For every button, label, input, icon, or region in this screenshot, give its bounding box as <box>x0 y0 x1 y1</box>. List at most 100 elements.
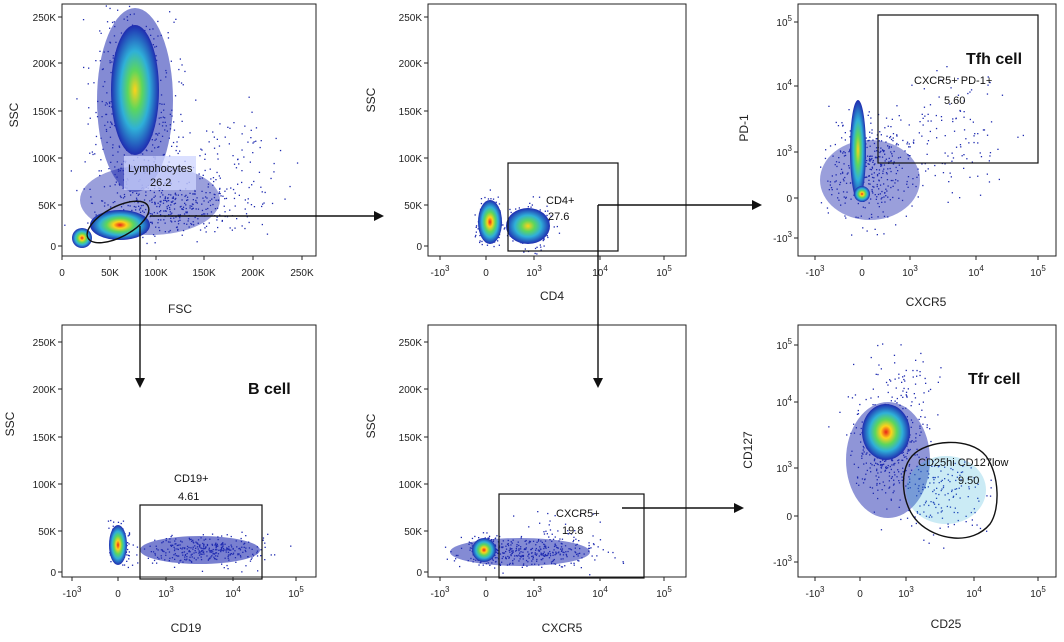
event-dot <box>979 194 982 196</box>
event-dot <box>905 394 907 396</box>
event-dot <box>965 138 967 140</box>
event-dot <box>876 138 878 140</box>
event-dot <box>919 121 921 123</box>
event-dot <box>864 207 866 209</box>
event-dot <box>216 138 218 140</box>
event-dot <box>83 66 85 69</box>
event-dot <box>550 215 552 217</box>
y-tick-label: -103 <box>773 554 792 569</box>
event-dot <box>843 180 845 182</box>
event-dot <box>89 117 91 119</box>
event-dot <box>940 470 942 472</box>
event-dot <box>904 150 906 152</box>
event-dot <box>234 227 236 229</box>
event-dot <box>891 155 893 157</box>
y-tick-label: 100K <box>33 154 57 165</box>
event-dot <box>941 119 943 121</box>
event-dot <box>836 165 838 168</box>
event-dot <box>123 193 126 196</box>
event-dot <box>884 201 886 203</box>
event-dot <box>588 547 591 550</box>
event-dot <box>890 146 892 148</box>
event-dot <box>170 204 172 206</box>
event-dot <box>173 129 176 131</box>
x-tick-label: -103 <box>431 264 450 279</box>
event-dot <box>173 121 175 123</box>
event-dot <box>886 173 888 175</box>
event-dot <box>971 524 973 526</box>
event-dot <box>929 428 931 430</box>
event-dot <box>933 502 935 504</box>
event-dot <box>870 213 873 216</box>
event-dot <box>230 535 232 538</box>
event-dot <box>871 155 873 157</box>
event-dot <box>837 125 840 127</box>
event-dot <box>935 506 937 509</box>
event-dot <box>248 96 250 98</box>
event-dot <box>536 246 538 248</box>
event-dot <box>918 418 920 421</box>
event-dot <box>872 139 874 141</box>
event-dot <box>128 532 131 534</box>
event-dot <box>882 170 884 172</box>
event-dot <box>256 555 259 557</box>
event-dot <box>967 496 969 498</box>
event-dot <box>478 564 480 566</box>
event-dot <box>831 175 833 177</box>
event-dot <box>837 197 839 199</box>
event-dot <box>957 512 959 514</box>
event-dot <box>860 215 862 217</box>
event-dot <box>207 186 209 188</box>
event-dot <box>117 521 120 523</box>
event-dot <box>205 231 207 233</box>
event-dot <box>848 109 850 111</box>
event-dot <box>153 196 155 198</box>
event-dot <box>927 168 929 170</box>
event-dot <box>950 176 952 178</box>
event-dot <box>844 215 846 217</box>
event-dot <box>935 127 938 130</box>
event-dot <box>82 19 85 21</box>
event-dot <box>171 221 173 223</box>
event-dot <box>923 511 925 513</box>
event-dot <box>911 84 913 86</box>
event-dot <box>128 543 130 545</box>
event-dot <box>509 208 511 211</box>
event-dot <box>270 177 272 180</box>
event-dot <box>213 193 215 195</box>
event-dot <box>160 210 162 212</box>
event-dot <box>241 170 243 172</box>
event-dot <box>189 192 191 194</box>
event-dot <box>189 132 191 134</box>
event-dot <box>547 236 549 239</box>
event-dot <box>872 192 874 194</box>
event-dot <box>869 145 871 147</box>
event-dot <box>872 159 874 162</box>
event-dot <box>549 529 552 531</box>
event-dot <box>872 388 874 390</box>
event-dot <box>446 558 448 560</box>
event-dot <box>99 30 101 32</box>
event-dot <box>834 164 836 166</box>
event-dot <box>960 485 963 487</box>
event-dot <box>838 157 840 159</box>
event-dot <box>868 175 870 177</box>
event-dot <box>455 558 457 560</box>
event-dot <box>197 222 199 224</box>
event-dot <box>241 133 243 135</box>
event-dot <box>944 135 946 137</box>
event-dot <box>192 207 194 209</box>
event-dot <box>195 208 197 210</box>
event-dot <box>943 547 945 549</box>
event-dot <box>151 222 153 225</box>
event-dot <box>622 562 625 564</box>
gate-name: CD19+ <box>174 473 209 485</box>
event-dot <box>594 559 596 561</box>
event-dot <box>219 187 221 190</box>
event-dot <box>969 91 971 93</box>
event-dot <box>988 160 990 162</box>
event-dot <box>900 518 902 521</box>
event-dot <box>963 167 965 169</box>
event-dot <box>934 164 936 167</box>
event-dot <box>271 202 274 205</box>
